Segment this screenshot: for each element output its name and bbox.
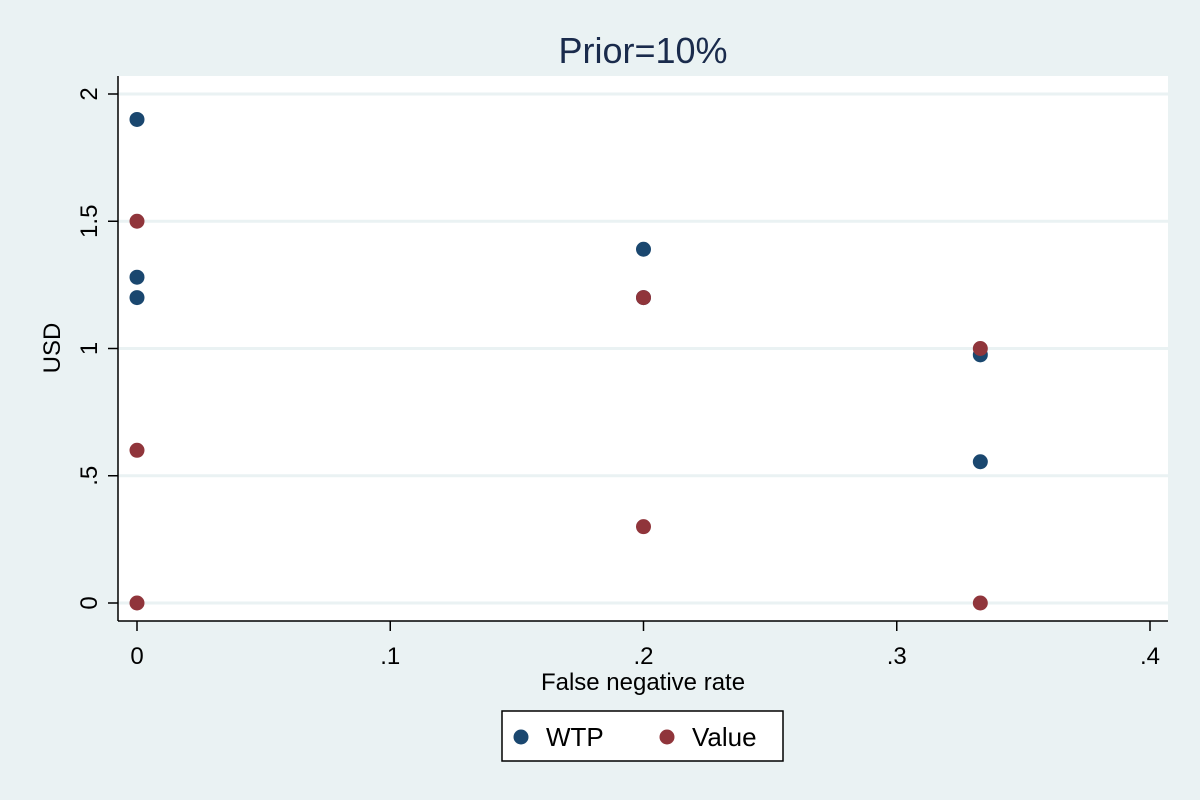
legend: WTP Value [501,710,784,762]
point-value-3 [636,290,651,306]
point-wtp-0 [129,111,145,127]
x-tick-label-1: .1 [380,643,400,670]
legend-label-value: Value [692,722,757,752]
legend-marker-value [659,729,675,745]
y-axis-ticks: 0 .5 1 1.5 2 [76,87,118,610]
point-value-0 [129,213,145,229]
point-wtp-6 [972,454,988,470]
y-axis-title: USD [39,323,66,374]
x-tick-label-0: 0 [130,643,143,670]
point-wtp-2 [129,290,145,306]
point-value-2 [129,595,145,611]
point-wtp-1 [129,269,145,285]
legend-marker-wtp [513,729,529,745]
x-tick-label-3: .3 [887,643,907,670]
x-tick-label-2: .2 [633,643,653,670]
x-tick-label-4: .4 [1140,643,1160,670]
y-tick-label-3: 1.5 [76,205,103,238]
point-wtp-3 [636,241,651,257]
point-value-4 [636,519,651,535]
gridlines [118,92,1168,605]
chart-title: Prior=10% [558,30,727,71]
legend-label-wtp: WTP [546,722,604,752]
point-value-5 [972,341,988,356]
y-tick-label-0: 0 [76,596,103,609]
y-tick-label-2: 1 [76,342,103,355]
point-value-6 [972,595,988,611]
legend-box [501,710,784,762]
y-tick-label-1: .5 [76,466,103,486]
x-axis-ticks: 0 .1 .2 .3 .4 [130,621,1160,670]
point-value-1 [129,442,145,458]
x-axis-title: False negative rate [541,669,745,696]
y-tick-label-4: 2 [76,87,103,100]
data-points [129,111,988,611]
